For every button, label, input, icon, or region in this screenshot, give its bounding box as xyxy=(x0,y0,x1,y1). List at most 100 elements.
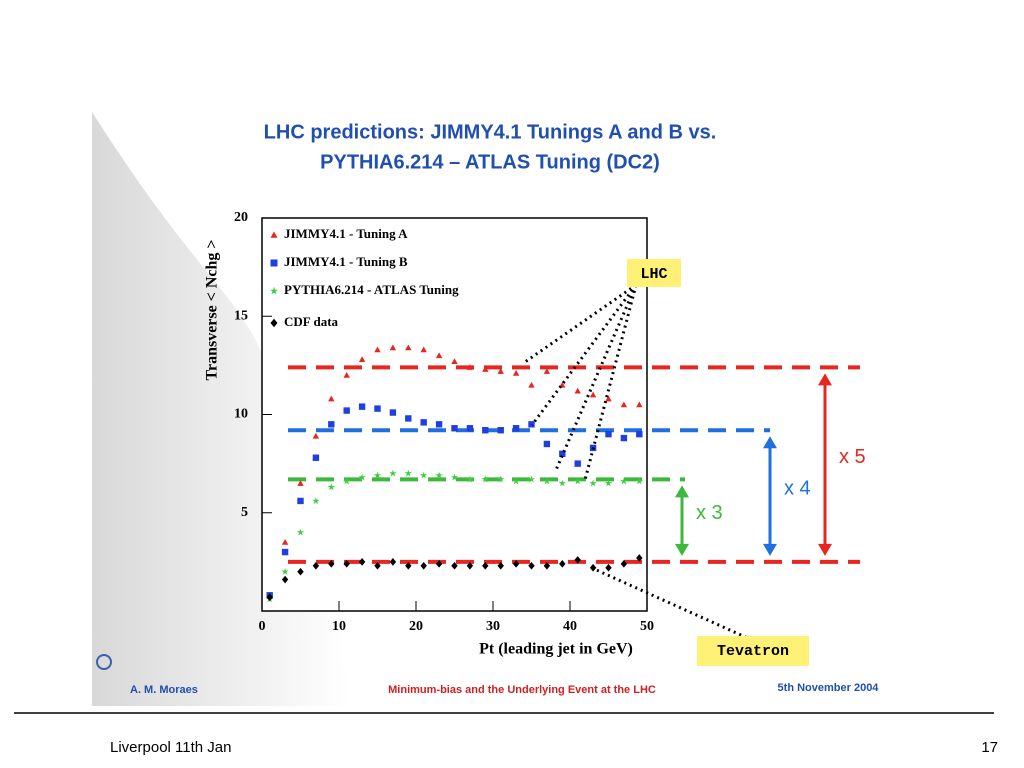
x-axis-label: Pt (leading jet in GeV) xyxy=(479,641,633,658)
marker-triangle xyxy=(358,356,366,363)
marker-diamond xyxy=(543,561,551,570)
callout-box xyxy=(697,636,809,666)
marker-diamond xyxy=(512,560,520,568)
marker-star xyxy=(604,479,613,487)
marker-star xyxy=(296,528,305,536)
marker-triangle xyxy=(328,395,335,402)
marker-square xyxy=(358,403,366,410)
legend-label: JIMMY4.1 - Tuning B xyxy=(284,254,408,269)
page-number: 17 xyxy=(981,739,998,756)
marker-square xyxy=(435,421,443,428)
logo xyxy=(96,654,112,670)
marker-triangle xyxy=(435,352,443,359)
marker-square xyxy=(482,427,489,434)
marker-square xyxy=(574,460,581,467)
marker-diamond xyxy=(270,318,278,328)
marker-square xyxy=(559,450,566,457)
arrow-head xyxy=(763,543,777,556)
marker-star xyxy=(312,497,320,505)
arrow-head xyxy=(675,543,689,556)
marker-star xyxy=(420,471,428,479)
marker-square xyxy=(543,440,551,448)
marker-triangle xyxy=(389,344,397,351)
arrow-head xyxy=(818,373,832,386)
factor-label: x 5 xyxy=(839,446,866,468)
x-tick-label: 50 xyxy=(640,619,654,634)
marker-triangle xyxy=(512,370,520,376)
marker-star xyxy=(497,475,505,483)
talk-title: Minimum-bias and the Underlying Event at… xyxy=(388,684,656,696)
marker-triangle xyxy=(312,432,320,439)
marker-star xyxy=(358,473,366,481)
slide-title: PYTHIA6.214 – ATLAS Tuning (DC2) xyxy=(320,151,660,173)
marker-diamond xyxy=(374,561,381,570)
marker-star xyxy=(620,477,628,485)
marker-diamond xyxy=(281,575,289,584)
marker-triangle xyxy=(281,539,289,545)
arrow-head xyxy=(675,485,689,498)
marker-star xyxy=(327,483,335,491)
callout-label: LHC xyxy=(640,266,667,283)
marker-diamond xyxy=(328,560,335,568)
x-tick-label: 30 xyxy=(486,619,500,634)
marker-square xyxy=(270,259,278,267)
marker-triangle xyxy=(343,372,350,378)
marker-star xyxy=(281,567,289,575)
marker-diamond xyxy=(389,558,397,566)
slide-title: LHC predictions: JIMMY4.1 Tunings A and … xyxy=(264,121,717,143)
marker-square xyxy=(620,434,628,442)
marker-star xyxy=(450,473,459,481)
x-tick-label: 10 xyxy=(332,619,346,634)
marker-triangle xyxy=(482,366,489,372)
marker-diamond xyxy=(297,567,304,576)
author: A. M. Moraes xyxy=(130,684,198,696)
marker-diamond xyxy=(266,593,273,602)
y-tick-label: 15 xyxy=(234,308,248,323)
factor-label: x 3 xyxy=(696,502,723,524)
marker-square xyxy=(281,548,289,556)
marker-square xyxy=(451,425,458,432)
marker-star xyxy=(373,471,382,479)
marker-triangle xyxy=(574,387,581,394)
marker-diamond xyxy=(620,560,628,568)
x-tick-label: 20 xyxy=(409,619,423,634)
factor-label: x 4 xyxy=(784,477,811,499)
marker-triangle xyxy=(405,344,412,351)
marker-star xyxy=(270,286,278,295)
marker-triangle xyxy=(420,346,427,353)
marker-star xyxy=(466,475,474,483)
marker-diamond xyxy=(358,558,366,566)
marker-triangle xyxy=(466,364,474,370)
legend-label: PYTHIA6.214 - ATLAS Tuning xyxy=(284,282,459,297)
plot-frame xyxy=(261,217,648,612)
marker-triangle xyxy=(451,358,458,365)
x-tick-label: 40 xyxy=(563,619,577,634)
marker-triangle xyxy=(528,381,535,388)
y-tick-label: 10 xyxy=(234,407,248,422)
marker-square xyxy=(466,425,474,432)
marker-diamond xyxy=(451,561,458,570)
marker-square xyxy=(389,409,397,416)
marker-triangle xyxy=(270,231,278,238)
marker-square xyxy=(297,497,304,505)
y-axis-label: Transverse < Nchg > xyxy=(204,239,221,380)
marker-diamond xyxy=(559,560,566,568)
marker-square xyxy=(636,430,643,438)
arrow-head xyxy=(763,436,777,449)
marker-square xyxy=(497,427,504,434)
footer-left: Liverpool 11th Jan xyxy=(110,739,231,756)
marker-diamond xyxy=(482,561,489,570)
marker-star xyxy=(512,477,520,485)
marker-triangle xyxy=(543,368,551,374)
arrow-head xyxy=(818,543,832,556)
marker-square xyxy=(605,430,612,438)
marker-diamond xyxy=(420,561,427,570)
marker-star xyxy=(389,469,397,477)
x-tick-label: 0 xyxy=(259,619,266,634)
marker-square xyxy=(405,415,412,422)
marker-triangle xyxy=(589,391,597,398)
marker-square xyxy=(328,421,335,428)
marker-diamond xyxy=(343,560,350,568)
marker-diamond xyxy=(466,561,474,570)
